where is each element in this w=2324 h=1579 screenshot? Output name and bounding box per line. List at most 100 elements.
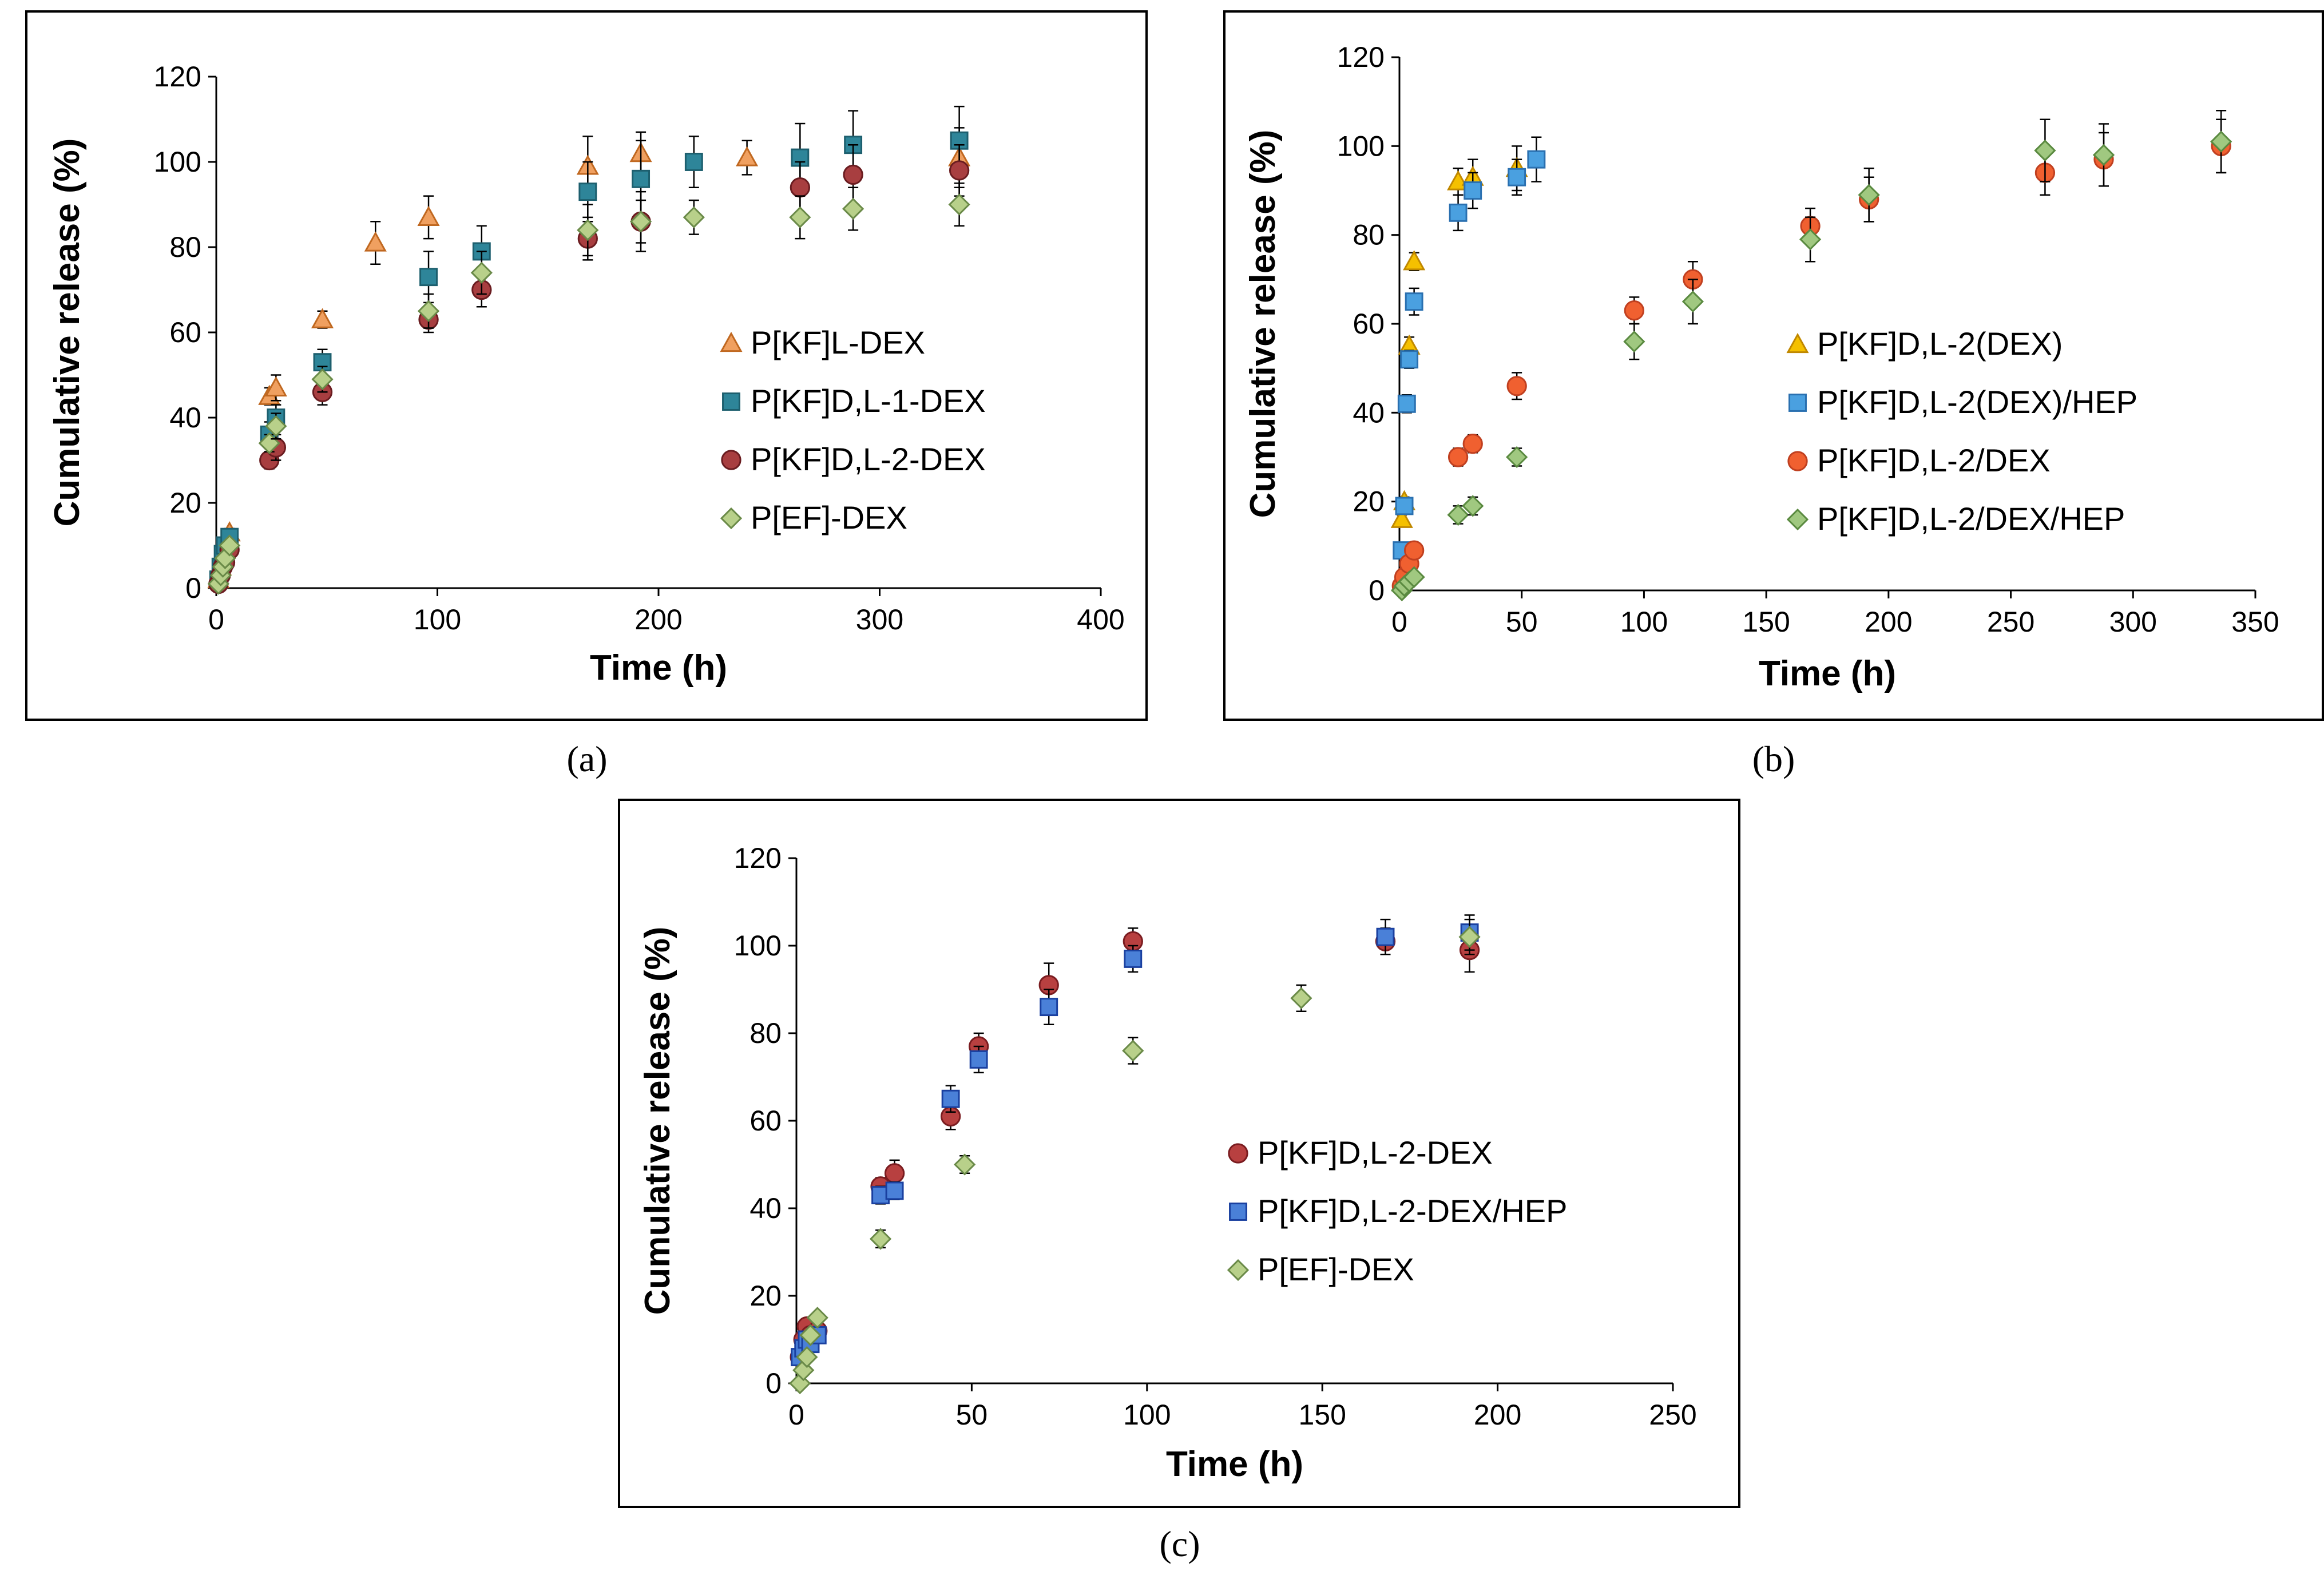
x-tick-label: 150 xyxy=(1742,606,1790,638)
data-point-p-kf-d-l-2-dex-hep xyxy=(1376,927,1395,946)
x-tick-label: 350 xyxy=(2231,606,2279,638)
data-point-p-kf-d-l-2-dex xyxy=(1624,300,1644,321)
caption-b: (b) xyxy=(1716,738,1831,780)
data-point-p-ef-dex xyxy=(417,300,440,322)
x-tick-label: 200 xyxy=(1474,1399,1521,1431)
legend: P[KF]D,L-2(DEX) P[KF]D,L-2(DEX)/HEP P[KF]D… xyxy=(1786,326,2137,537)
data-point-p-kf-d-l-1-dex xyxy=(684,153,703,171)
data-point-p-kf-d-l-2-dex-hep xyxy=(1508,168,1526,187)
data-point-p-kf-d-l-2-dex-hep xyxy=(1447,503,1469,526)
legend-label-p-kf-d-l-2-dex: P[KF]D,L-2(DEX) xyxy=(1817,326,2063,362)
x-tick-label: 250 xyxy=(1649,1399,1696,1431)
y-tick-label: 60 xyxy=(169,316,201,348)
data-point-p-kf-d-l-2-dex-hep xyxy=(885,1181,904,1200)
legend-marker-p-kf-d-l-2-dex xyxy=(1228,1143,1248,1164)
caption-a: (a) xyxy=(530,738,644,780)
data-point-p-kf-d-l-2-dex-hep xyxy=(1397,394,1416,413)
series-p-ef-dex xyxy=(789,918,1481,1395)
y-tick-label: 100 xyxy=(154,146,201,178)
legend-label-p-ef-dex: P[EF]-DEX xyxy=(1258,1251,1414,1287)
data-point-p-ef-dex xyxy=(789,206,811,228)
legend-label-p-kf-d-l-2-dex-hep: P[KF]D,L-2/DEX/HEP xyxy=(1817,501,2125,537)
data-point-p-kf-l-dex xyxy=(364,231,387,252)
caption-b-text: (b) xyxy=(1752,739,1795,779)
data-point-p-kf-d-l-2-dex xyxy=(1390,507,1413,528)
series-p-kf-d-l-2-dex-hep xyxy=(1391,109,2232,602)
y-tick-label: 0 xyxy=(185,572,201,604)
data-point-p-kf-d-l-2-dex xyxy=(1447,447,1469,467)
series-p-kf-d-l-2-dex xyxy=(1390,145,1528,528)
legend-marker-p-kf-d-l-2-dex-hep xyxy=(1229,1203,1247,1221)
data-point-p-kf-d-l-1-dex xyxy=(632,169,651,188)
data-point-p-kf-d-l-2-dex-hep xyxy=(1506,446,1528,469)
chart-panel-b: 0 20 40 60 80 100 120 0 50 100 150 200 250 300 350 Time… xyxy=(1223,10,2324,721)
caption-a-text: (a) xyxy=(566,739,608,779)
y-tick-label: 40 xyxy=(749,1192,782,1224)
data-point-p-ef-dex xyxy=(799,1324,822,1346)
chart-b: 0 20 40 60 80 100 120 0 50 100 150 200 250 300 350 Time… xyxy=(1243,41,2279,693)
y-tick-label: 40 xyxy=(169,402,201,434)
x-tick-label: 100 xyxy=(414,604,461,636)
data-point-p-kf-d-l-2-dex-hep xyxy=(2034,139,2056,162)
y-tick-label: 60 xyxy=(749,1105,782,1137)
y-tick-label: 80 xyxy=(169,231,201,263)
data-point-p-kf-d-l-2-dex-hep xyxy=(2092,144,2115,166)
data-point-p-kf-l-dex xyxy=(417,205,440,226)
data-point-p-kf-d-l-1-dex xyxy=(578,183,597,201)
legend-label-p-kf-d-l-1-dex: P[KF]D,L-1-DEX xyxy=(751,383,986,419)
legend-marker-p-kf-d-l-2-dex xyxy=(721,450,741,470)
x-tick-label: 300 xyxy=(2109,606,2157,638)
data-point-p-kf-d-l-2-dex xyxy=(1403,250,1426,271)
data-point-p-ef-dex xyxy=(842,197,864,220)
legend: P[KF]L-DEX P[KF]D,L-1-DEX P[KF]D,L-2-DEX P[… xyxy=(720,324,986,535)
data-point-p-kf-d-l-2-dex-hep xyxy=(941,1089,960,1108)
legend-marker-p-kf-d-l-2-dex-hep xyxy=(1786,508,1809,531)
data-point-p-kf-d-l-2-dex-hep xyxy=(1858,184,1880,206)
legend-label-p-kf-d-l-2-dex: P[KF]D,L-2-DEX xyxy=(1258,1134,1493,1171)
legend-marker-p-kf-l-dex xyxy=(720,331,743,352)
x-tick-label: 250 xyxy=(1987,606,2035,638)
y-tick-label: 100 xyxy=(1337,130,1385,162)
data-point-p-ef-dex xyxy=(219,534,241,557)
legend-label-p-kf-d-l-2-dex: P[KF]D,L-2/DEX xyxy=(1817,442,2051,478)
data-point-p-kf-d-l-2-dex-hep xyxy=(2210,130,2232,153)
x-tick-label: 400 xyxy=(1077,604,1124,636)
data-point-p-kf-d-l-2-dex-hep xyxy=(1623,330,1645,353)
chart-c: 0 20 40 60 80 100 120 0 50 100 150 200 250 Time (h) Cu… xyxy=(638,842,1697,1484)
y-tick-label: 100 xyxy=(734,930,782,962)
data-point-p-kf-d-l-2-dex-hep xyxy=(1400,350,1419,369)
legend-marker-p-kf-d-l-1-dex xyxy=(722,392,740,411)
legend-marker-p-ef-dex xyxy=(1227,1259,1250,1282)
data-point-p-ef-dex xyxy=(629,211,652,233)
chart-a: 0 20 40 60 80 100 120 0 100 200 300 400 Time (h) Cumu… xyxy=(47,61,1125,688)
y-tick-label: 40 xyxy=(1353,396,1385,429)
y-tick-label: 120 xyxy=(734,842,782,874)
series-p-ef-dex xyxy=(207,183,970,595)
data-point-p-ef-dex xyxy=(311,368,334,391)
y-tick-label: 20 xyxy=(749,1280,782,1312)
x-tick-label: 0 xyxy=(208,604,224,636)
data-point-p-ef-dex xyxy=(954,1153,976,1176)
x-tick-label: 150 xyxy=(1298,1399,1346,1431)
y-tick-label: 0 xyxy=(766,1367,782,1399)
data-point-p-ef-dex xyxy=(1290,987,1312,1009)
chart-panel-c: 0 20 40 60 80 100 120 0 50 100 150 200 250 Time (h) Cu… xyxy=(618,799,1740,1508)
data-point-p-ef-dex xyxy=(1122,1040,1144,1062)
data-point-p-kf-d-l-2-dex-hep xyxy=(1527,150,1546,169)
data-point-p-kf-d-l-2-dex-hep xyxy=(1405,292,1423,311)
legend-label-p-kf-l-dex: P[KF]L-DEX xyxy=(751,324,925,360)
y-tick-label: 80 xyxy=(1353,219,1385,251)
x-tick-label: 0 xyxy=(788,1399,804,1431)
data-point-p-kf-d-l-2-dex xyxy=(1506,376,1527,396)
y-axis-title: Cumulative release (%) xyxy=(1243,130,1283,518)
x-axis-title: Time (h) xyxy=(1759,654,1896,693)
data-point-p-ef-dex xyxy=(948,193,970,216)
y-tick-label: 60 xyxy=(1353,308,1385,340)
x-tick-label: 0 xyxy=(1391,606,1407,638)
data-point-p-kf-d-l-2-dex-hep xyxy=(1395,497,1414,515)
y-tick-label: 20 xyxy=(169,487,201,519)
data-point-p-kf-d-l-2-dex-hep xyxy=(1124,950,1143,968)
data-point-p-kf-d-l-2-dex xyxy=(1403,540,1425,561)
legend-marker-p-kf-d-l-2-dex xyxy=(1786,332,1809,354)
data-point-p-kf-d-l-2-dex-hep xyxy=(1449,203,1468,222)
